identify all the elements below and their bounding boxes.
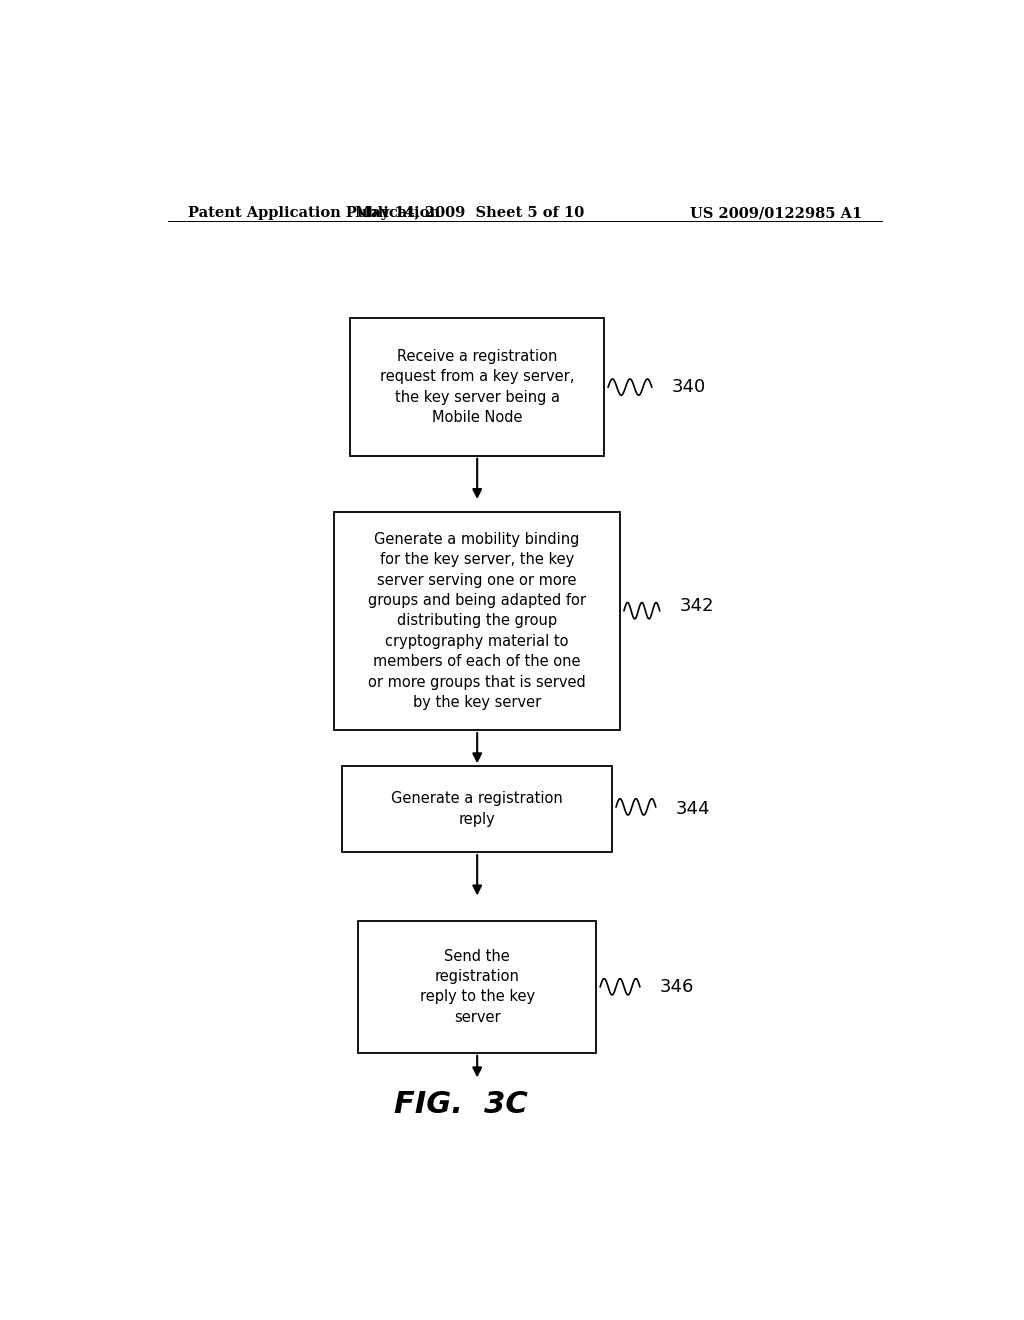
Text: 344: 344 <box>676 800 710 818</box>
Bar <box>334 512 620 730</box>
Text: 346: 346 <box>659 978 694 995</box>
Text: Receive a registration
request from a key server,
the key server being a
Mobile : Receive a registration request from a ke… <box>380 348 574 425</box>
Text: May 14, 2009  Sheet 5 of 10: May 14, 2009 Sheet 5 of 10 <box>354 206 584 220</box>
Bar <box>350 318 604 455</box>
Bar <box>342 766 612 853</box>
Bar <box>358 921 596 1053</box>
Text: US 2009/0122985 A1: US 2009/0122985 A1 <box>690 206 862 220</box>
Text: FIG.  3C: FIG. 3C <box>394 1090 528 1119</box>
Text: Patent Application Publication: Patent Application Publication <box>187 206 439 220</box>
Text: 342: 342 <box>680 597 714 615</box>
Text: Generate a mobility binding
for the key server, the key
server serving one or mo: Generate a mobility binding for the key … <box>369 532 586 710</box>
Text: 340: 340 <box>672 378 706 396</box>
Text: Send the
registration
reply to the key
server: Send the registration reply to the key s… <box>420 949 535 1024</box>
Text: Generate a registration
reply: Generate a registration reply <box>391 791 563 826</box>
